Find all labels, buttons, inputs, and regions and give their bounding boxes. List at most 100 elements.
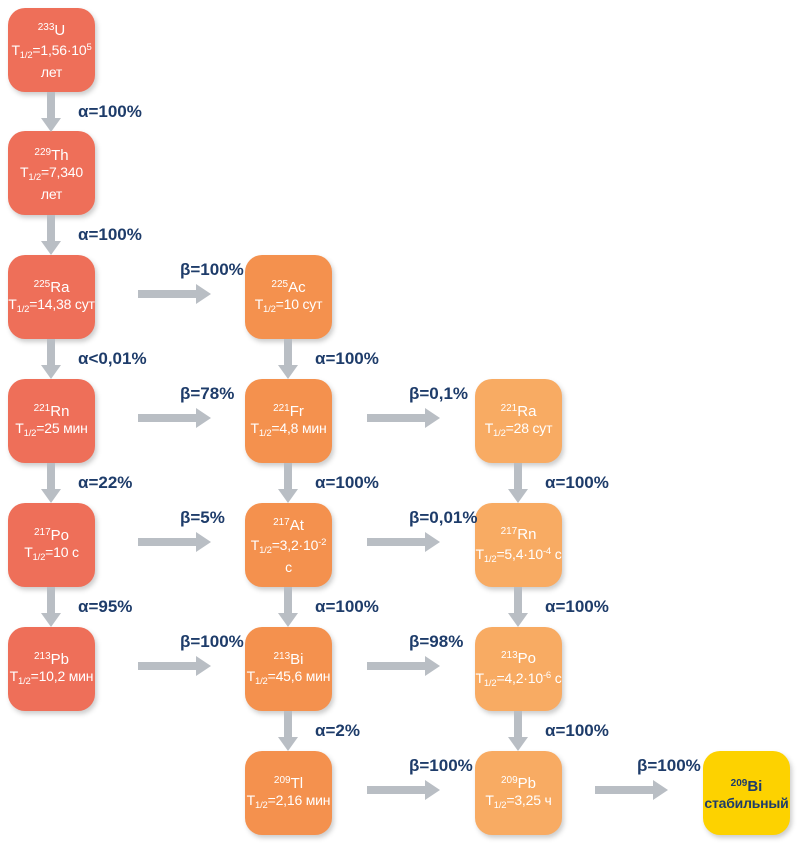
half-life-label: T1/2=25 мин <box>15 420 88 439</box>
half-life-label: T1/2=4,8 мин <box>250 420 327 439</box>
element-symbol: Po <box>517 649 537 667</box>
isotope-label: 209Pb <box>501 772 536 792</box>
half-life-label: T1/2=5,4·10-4 с <box>475 545 562 565</box>
element-symbol: Ra <box>50 279 70 296</box>
element-symbol: Bi <box>747 777 763 795</box>
isotope-label: 217Rn <box>501 523 537 543</box>
mass-number: 229 <box>34 146 52 158</box>
beta-decay-label: β=5% <box>180 508 225 527</box>
alpha-decay-label: α=100% <box>545 721 609 740</box>
element-symbol: Ac <box>288 279 306 296</box>
alpha-decay-label: α=22% <box>78 473 133 492</box>
isotope-label: 217At <box>273 514 304 534</box>
element-symbol: Ra <box>517 403 537 420</box>
beta-arrow-pb213-bi213 <box>138 655 211 676</box>
element-symbol: U <box>54 22 66 39</box>
node-bi213: 213Bi T1/2=45,6 мин <box>245 627 332 711</box>
isotope-label: 209Tl <box>274 772 303 792</box>
element-symbol: Fr <box>289 403 304 420</box>
half-life-label: T1/2=4,2·10-6 с <box>475 669 562 689</box>
alpha-arrow-at217-bi213 <box>277 587 298 627</box>
half-life-label: T1/2=45,6 мин <box>246 668 331 687</box>
node-po213: 213Po T1/2=4,2·10-6 с <box>475 627 562 711</box>
isotope-label: 221Fr <box>273 400 304 420</box>
half-life-label: T1/2=10 сут <box>254 296 323 315</box>
isotope-label: 229Th <box>34 144 68 164</box>
element-symbol: Bi <box>290 651 304 668</box>
alpha-decay-label: α=100% <box>78 225 142 244</box>
beta-decay-label: β=100% <box>180 260 244 279</box>
beta-decay-label: β=100% <box>637 756 701 775</box>
alpha-decay-label: α=100% <box>315 473 379 492</box>
beta-arrow-fr221-ra221 <box>367 407 440 428</box>
beta-arrow-po217-at217 <box>138 531 211 552</box>
mass-number: 213 <box>500 649 518 661</box>
isotope-label: 209Bi <box>731 775 763 795</box>
half-life-unit: лет <box>40 185 63 202</box>
mass-number: 213 <box>273 651 291 662</box>
node-rn221: 221Rn T1/2=25 мин <box>8 379 95 463</box>
half-life-unit: лет <box>40 64 63 80</box>
node-tl209: 209Tl T1/2=2,16 мин <box>245 751 332 835</box>
mass-number: 221 <box>500 403 518 414</box>
alpha-arrow-rn221-po217 <box>40 463 61 503</box>
node-ac225: 225Ac T1/2=10 сут <box>245 255 332 339</box>
isotope-label: 221Rn <box>34 400 70 420</box>
element-symbol: At <box>289 517 304 534</box>
isotope-label: 225Ac <box>271 276 305 296</box>
element-symbol: Pb <box>50 651 70 668</box>
beta-decay-label: β=98% <box>409 632 464 651</box>
alpha-arrow-ac225-fr221 <box>277 339 298 379</box>
alpha-arrow-rn217-po213 <box>507 587 528 627</box>
node-u233: 233U T1/2=1,56·105 лет <box>8 8 95 92</box>
alpha-decay-label: α=100% <box>315 597 379 616</box>
alpha-decay-label: α<0,01% <box>78 349 147 368</box>
isotope-label: 217Po <box>34 524 69 544</box>
mass-number: 209 <box>500 775 518 786</box>
mass-number: 209 <box>730 777 748 789</box>
stable-label: стабильный <box>704 794 789 811</box>
alpha-arrow-ra221-rn217 <box>507 463 528 503</box>
alpha-decay-label: α=95% <box>78 597 133 616</box>
node-ra221: 221Ra T1/2=28 сут <box>475 379 562 463</box>
alpha-arrow-th229-ra225 <box>40 215 61 255</box>
alpha-decay-label: α=100% <box>315 349 379 368</box>
mass-number: 221 <box>273 403 290 414</box>
node-po217: 217Po T1/2=10 с <box>8 503 95 587</box>
node-ra225: 225Ra T1/2=14,38 сут <box>8 255 95 339</box>
half-life-label: T1/2=10,2 мин <box>9 668 94 687</box>
half-life-label: T1/2=7,340 <box>20 163 83 183</box>
alpha-arrow-u233-th229 <box>40 92 61 132</box>
element-symbol: Po <box>50 527 70 544</box>
beta-arrow-tl209-pb209 <box>367 779 440 800</box>
alpha-decay-label: α=100% <box>545 473 609 492</box>
node-at217: 217At T1/2=3,2·10-2 с <box>245 503 332 587</box>
node-rn217: 217Rn T1/2=5,4·10-4 с <box>475 503 562 587</box>
isotope-label: 225Ra <box>34 276 70 296</box>
mass-number: 225 <box>33 279 51 290</box>
element-symbol: Rn <box>50 403 70 420</box>
element-symbol: Rn <box>517 525 537 543</box>
beta-decay-label: β=100% <box>180 632 244 651</box>
mass-number: 217 <box>500 525 518 537</box>
mass-number: 233 <box>37 22 55 33</box>
mass-number: 221 <box>33 403 51 414</box>
isotope-label: 213Bi <box>273 648 303 668</box>
alpha-arrow-ra225-rn221 <box>40 339 61 379</box>
half-life-label: T1/2=10 с <box>24 544 79 563</box>
beta-decay-label: β=0,1% <box>409 384 469 403</box>
node-pb209: 209Pb T1/2=3,25 ч <box>475 751 562 835</box>
alpha-decay-label: α=2% <box>315 721 360 740</box>
half-life-label: T1/2=3,2·10-2 <box>250 537 327 556</box>
beta-arrow-ra225-ac225 <box>138 283 211 304</box>
node-fr221: 221Fr T1/2=4,8 мин <box>245 379 332 463</box>
isotope-label: 213Pb <box>34 648 69 668</box>
mass-number: 217 <box>33 527 51 538</box>
element-symbol: Pb <box>517 775 537 792</box>
mass-number: 213 <box>33 651 51 662</box>
half-life-label: T1/2=1,56·105 <box>11 42 92 61</box>
isotope-label: 213Po <box>501 647 536 667</box>
mass-number: 209 <box>273 775 291 786</box>
beta-decay-label: β=78% <box>180 384 235 403</box>
